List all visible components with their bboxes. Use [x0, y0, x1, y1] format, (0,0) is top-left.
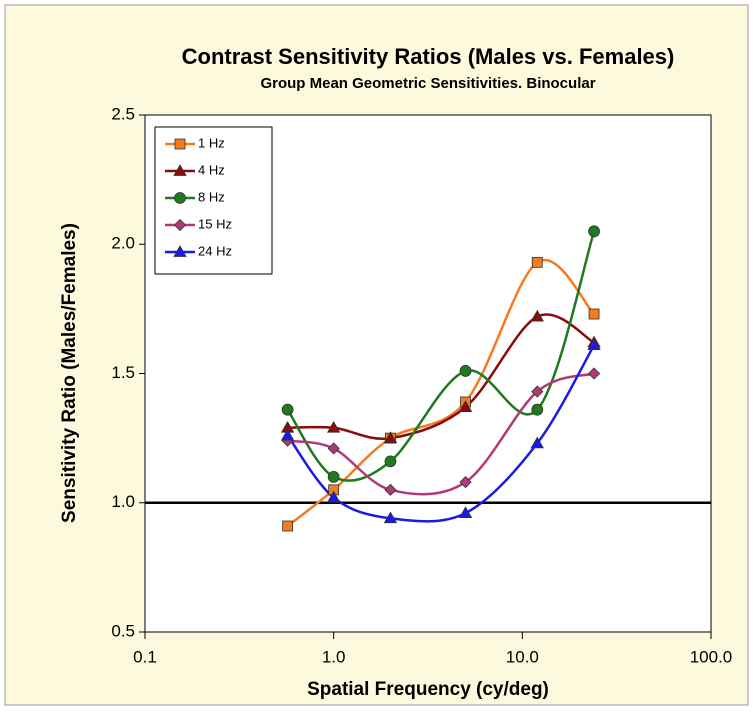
- marker: [588, 225, 600, 238]
- marker: [458, 506, 473, 518]
- marker: [281, 403, 294, 416]
- chart-subtitle: Group Mean Geometric Sensitivities. Bino…: [260, 75, 595, 92]
- marker: [458, 400, 473, 413]
- marker: [588, 308, 600, 320]
- y-tick-label: 2.0: [111, 234, 135, 253]
- marker: [326, 420, 341, 433]
- marker: [459, 365, 472, 377]
- y-axis-label: Sensitivity Ratio (Males/Females): [59, 223, 80, 523]
- marker: [530, 436, 544, 449]
- marker: [173, 218, 187, 232]
- legend-label: 1 Hz: [198, 135, 225, 150]
- legend-label: 15 Hz: [198, 216, 232, 231]
- marker: [326, 490, 341, 503]
- y-tick-label: 1.5: [111, 363, 135, 382]
- marker: [383, 511, 398, 524]
- marker: [531, 385, 544, 398]
- marker: [588, 367, 601, 380]
- marker: [174, 192, 186, 204]
- marker: [531, 256, 543, 268]
- y-tick-label: 0.5: [111, 621, 135, 640]
- marker: [327, 470, 340, 483]
- marker: [282, 520, 294, 532]
- x-tick-label: 1.0: [322, 647, 346, 666]
- y-tick-label: 2.5: [111, 104, 135, 123]
- marker: [587, 338, 601, 350]
- legend-label: 4 Hz: [198, 162, 225, 177]
- marker: [173, 245, 187, 257]
- y-tick-label: 1.0: [111, 492, 135, 511]
- marker: [530, 309, 544, 322]
- marker: [384, 483, 397, 496]
- legend-label: 8 Hz: [198, 189, 225, 204]
- x-axis-label: Spatial Frequency (cy/deg): [307, 679, 549, 700]
- marker: [384, 455, 397, 468]
- legend-label: 24 Hz: [198, 243, 232, 258]
- chart-title: Contrast Sensitivity Ratios (Males vs. F…: [182, 44, 675, 69]
- marker: [327, 442, 340, 455]
- x-tick-label: 10.0: [506, 647, 539, 666]
- marker: [531, 403, 544, 416]
- marker: [459, 476, 472, 489]
- x-tick-label: 100.0: [690, 647, 733, 666]
- marker: [383, 431, 398, 444]
- marker: [280, 428, 295, 441]
- marker: [173, 164, 187, 176]
- legend-box: [154, 126, 273, 275]
- marker: [174, 138, 186, 150]
- x-tick-label: 0.1: [133, 647, 157, 666]
